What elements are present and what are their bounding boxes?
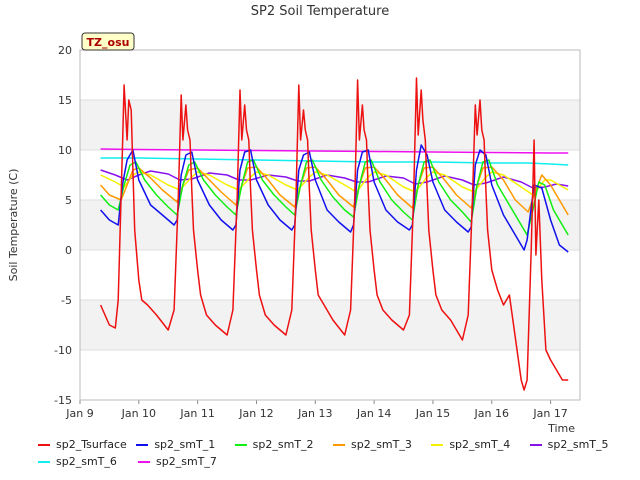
legend-item: sp2_smT_4 bbox=[431, 438, 529, 451]
series-line-sp2_smT_3 bbox=[100, 166, 569, 216]
series-line-sp2_Tsurface bbox=[99, 77, 569, 391]
legend-row: sp2_Tsurface sp2_smT_1 sp2_smT_2 sp2_smT_3 s… bbox=[38, 436, 628, 453]
x-tick-label: Jan 9 bbox=[65, 407, 93, 420]
series-lines bbox=[99, 77, 569, 391]
y-tick-label: -5 bbox=[61, 294, 72, 307]
annotation-box bbox=[81, 32, 135, 51]
tz-annotation: TZ_osu bbox=[81, 32, 135, 51]
x-tick-label: Jan 16 bbox=[474, 407, 509, 420]
legend-item: sp2_smT_6 bbox=[38, 455, 138, 468]
chart-title: SP2 Soil Temperature bbox=[251, 4, 389, 19]
y-tick-label: 5 bbox=[65, 194, 72, 207]
y-tick-label: 10 bbox=[58, 144, 72, 157]
series-line-sp2_smT_5 bbox=[100, 169, 569, 189]
y-tick-label: 15 bbox=[58, 94, 72, 107]
legend-swatch bbox=[332, 443, 345, 446]
legend-item: sp2_smT_5 bbox=[529, 438, 628, 451]
legend-label: sp2_smT_6 bbox=[56, 455, 117, 468]
legend-row: sp2_smT_6 sp2_smT_7 bbox=[38, 453, 628, 470]
legend-label: sp2_smT_5 bbox=[547, 438, 609, 451]
x-tick-labels: Jan 9 Jan 10 Jan 11 Jan 12 Jan 13 Jan 14 Jan 1… bbox=[65, 407, 568, 420]
grid-bands bbox=[80, 100, 580, 350]
legend-label: sp2_smT_7 bbox=[156, 455, 217, 468]
legend-label: sp2_smT_3 bbox=[350, 438, 412, 451]
x-tick-label: Jan 13 bbox=[297, 407, 332, 420]
y-tick-label: -10 bbox=[54, 344, 72, 357]
legend-swatch bbox=[136, 443, 149, 446]
series-line-sp2_smT_4 bbox=[100, 171, 569, 196]
legend-label: sp2_smT_2 bbox=[252, 438, 314, 451]
legend-item: sp2_smT_2 bbox=[234, 438, 333, 451]
series-line-sp2_smT_1 bbox=[100, 144, 569, 253]
x-tick-label: Jan 12 bbox=[238, 407, 273, 420]
legend-swatch bbox=[431, 443, 444, 446]
y-tick-label: -15 bbox=[54, 394, 72, 407]
x-tick-label: Jan 15 bbox=[415, 407, 450, 420]
series-line-sp2_smT_6 bbox=[100, 157, 569, 166]
legend: sp2_Tsurface sp2_smT_1 sp2_smT_2 sp2_smT_3 s… bbox=[38, 436, 628, 470]
legend-swatch bbox=[234, 443, 247, 446]
y-axis-label: Soil Temperature (C) bbox=[7, 169, 20, 282]
legend-label: sp2_Tsurface bbox=[56, 438, 127, 451]
y-tick-label: 20 bbox=[58, 44, 72, 57]
x-axis-label: Time bbox=[547, 422, 575, 435]
x-tick-label: Jan 14 bbox=[356, 407, 391, 420]
plot-frame bbox=[79, 49, 581, 401]
legend-item: sp2_smT_3 bbox=[332, 438, 431, 451]
annotation-text: TZ_osu bbox=[87, 36, 130, 49]
legend-item: sp2_Tsurface bbox=[38, 438, 136, 451]
grid-band bbox=[80, 300, 580, 350]
legend-item: sp2_smT_1 bbox=[136, 438, 234, 451]
x-tick-label: Jan 10 bbox=[121, 407, 156, 420]
x-tick-label: Jan 11 bbox=[179, 407, 214, 420]
legend-label: sp2_smT_1 bbox=[154, 438, 216, 451]
legend-swatch bbox=[38, 460, 50, 463]
grid-band bbox=[80, 100, 580, 150]
y-tick-labels: -15 -10 -5 0 5 10 15 20 bbox=[54, 44, 72, 407]
series-line-sp2_smT_7 bbox=[100, 148, 569, 154]
legend-swatch bbox=[529, 443, 542, 446]
y-tick-label: 0 bbox=[65, 244, 72, 257]
x-tick-label: Jan 17 bbox=[532, 407, 567, 420]
legend-label: sp2_smT_4 bbox=[449, 438, 511, 451]
grid-band bbox=[80, 200, 580, 250]
legend-item: sp2_smT_7 bbox=[138, 455, 238, 468]
legend-swatch bbox=[38, 443, 50, 446]
legend-swatch bbox=[138, 460, 150, 463]
